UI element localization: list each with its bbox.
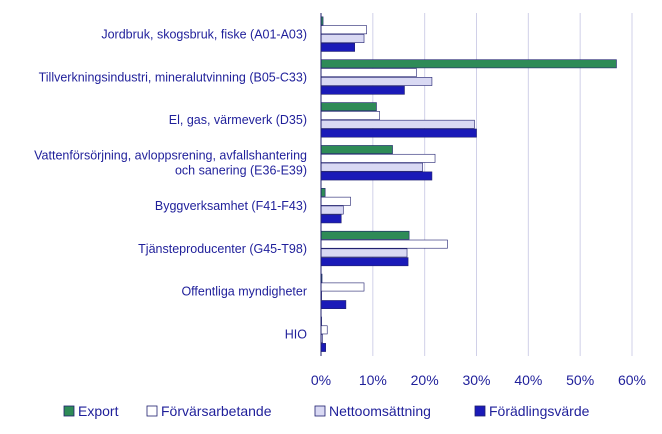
x-tick-label: 10% [359, 372, 387, 388]
category-label: och sanering (E36-E39) [175, 164, 307, 178]
bar-f-r-dlingsv-rde [320, 128, 477, 138]
legend-swatch [314, 405, 326, 417]
legend-swatch [146, 405, 158, 417]
legend-label: Nettoomsättning [329, 403, 431, 419]
bar-nettooms-ttning [320, 77, 433, 86]
bar-nettooms-ttning [320, 119, 475, 129]
bar-f-rv-rsarbetande [320, 282, 365, 292]
category-label: El, gas, värmeverk (D35) [169, 113, 307, 127]
bar-nettooms-ttning [320, 248, 408, 258]
x-tick-label: 40% [514, 372, 542, 388]
bar-export [320, 145, 393, 154]
bar-export [320, 230, 410, 240]
bar-f-r-dlingsv-rde [320, 343, 326, 352]
category-label: Tjänsteproducenter (G45-T98) [138, 242, 307, 256]
bar-f-r-dlingsv-rde [320, 257, 409, 267]
bar-f-r-dlingsv-rde [320, 214, 342, 224]
bar-f-r-dlingsv-rde [320, 171, 433, 181]
x-tick-label: 20% [411, 372, 439, 388]
bar-f-rv-rsarbetande [320, 25, 367, 35]
x-tick-label: 50% [566, 372, 594, 388]
bar-export [320, 59, 617, 69]
bar-f-rv-rsarbetande [320, 111, 380, 120]
bar-nettooms-ttning [320, 34, 365, 43]
legend-label: Förvärsarbetande [161, 403, 272, 419]
category-label: Jordbruk, skogsbruk, fiske (A01-A03) [101, 27, 307, 41]
x-tick-label: 30% [462, 372, 490, 388]
category-label: Vattenförsörjning, avloppsrening, avfall… [34, 149, 307, 163]
bar-f-rv-rsarbetande [320, 196, 351, 206]
legend-label: Export [78, 403, 119, 419]
bars [320, 16, 617, 352]
legend-swatch [474, 405, 486, 417]
x-tick-labels: 0% 10% 20% 30% 40% 50% 60% [311, 372, 646, 388]
x-tick-label: 60% [618, 372, 646, 388]
category-label: HIO [285, 328, 308, 342]
bar-export [320, 188, 326, 197]
bar-f-r-dlingsv-rde [320, 300, 347, 309]
grid-lines [372, 13, 633, 356]
bar-f-rv-rsarbetande [320, 153, 436, 163]
legend-label: Förädlingsvärde [489, 403, 590, 419]
bar-f-rv-rsarbetande [320, 68, 417, 78]
category-label: Tillverkningsindustri, mineralutvinning … [39, 70, 307, 84]
bar-nettooms-ttning [320, 162, 423, 172]
bar-f-r-dlingsv-rde [320, 42, 355, 52]
bar-f-rv-rsarbetande [320, 325, 328, 335]
x-tick-label: 0% [311, 372, 331, 388]
category-labels: Jordbruk, skogsbruk, fiske (A01-A03) Till… [34, 27, 307, 341]
bar-export [320, 102, 377, 112]
legend: Export Förvärsarbetande Nettoomsättning För… [63, 403, 590, 419]
bar-nettooms-ttning [320, 205, 344, 215]
legend-swatch [63, 405, 75, 417]
bar-f-r-dlingsv-rde [320, 85, 405, 95]
category-label: Offentliga myndigheter [181, 285, 307, 299]
category-label: Byggverksamhet (F41-F43) [155, 199, 307, 213]
bar-f-rv-rsarbetande [320, 239, 448, 249]
